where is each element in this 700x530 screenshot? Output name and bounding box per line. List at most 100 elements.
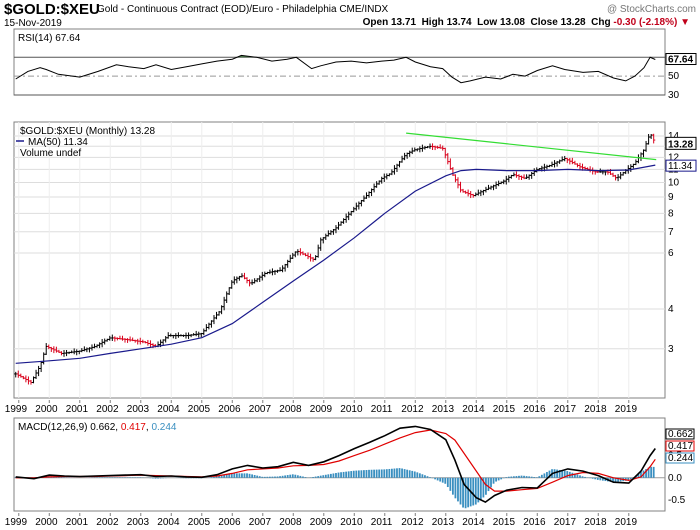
- macd-line: [15, 425, 656, 504]
- year-axis-top-label-2011: 2011: [371, 404, 393, 415]
- year-axis-top-label-2016: 2016: [523, 404, 546, 415]
- svg-text:67.64: 67.64: [668, 55, 693, 66]
- macd-legend: MACD(12,26,9) 0.662, 0.417, 0.244: [18, 422, 177, 433]
- ma-value-tag: 11.34: [665, 159, 697, 172]
- year-axis-bottom-label-2010: 2010: [340, 517, 363, 528]
- year-axis-bottom: 1999 2000 2001 2002 2003 2004 2005 2006 2007 2008…: [5, 513, 638, 528]
- year-axis-bottom-label-2016: 2016: [523, 517, 546, 528]
- close-value: 13.28: [560, 17, 586, 28]
- change-down-arrow-icon: ▼: [680, 17, 690, 28]
- moving-average-line: [15, 164, 656, 364]
- chart-symbol: $GOLD:$XEU: [4, 1, 100, 18]
- year-axis-bottom-label-2018: 2018: [584, 517, 607, 528]
- rsi-line: [15, 54, 656, 84]
- year-axis-bottom-label-2013: 2013: [432, 517, 455, 528]
- year-axis-bottom-label-2012: 2012: [401, 517, 424, 528]
- year-axis-top-label-2009: 2009: [310, 404, 333, 415]
- year-axis-top-label-2002: 2002: [96, 404, 119, 415]
- low-value: 13.08: [499, 17, 525, 28]
- year-axis-bottom-label-2006: 2006: [218, 517, 241, 528]
- chart-date: 15-Nov-2019: [4, 18, 62, 29]
- macd-tick-0.0: 0.0: [668, 473, 682, 484]
- ohlc-bar: [652, 133, 656, 144]
- svg-text:0.662: 0.662: [668, 429, 693, 440]
- macd-value-tags: 0.662 0.417 0.244: [665, 428, 695, 464]
- chart-description: Gold - Continuous Contract (EOD)/Euro - …: [97, 4, 389, 15]
- year-axis-bottom-label-2001: 2001: [66, 517, 89, 528]
- year-axis-top-label-2003: 2003: [127, 404, 150, 415]
- year-axis-bottom-label-2000: 2000: [35, 517, 58, 528]
- year-axis-bottom-label-2017: 2017: [554, 517, 577, 528]
- open-label: Open: [362, 17, 389, 28]
- price-tick-12: 12: [668, 152, 680, 163]
- year-axis-top-label-2010: 2010: [340, 404, 363, 415]
- price-tick-9: 9: [668, 192, 674, 203]
- macd-frame: [13, 417, 666, 512]
- year-axis-top-label-2007: 2007: [249, 404, 272, 415]
- year-axis-top-label-2014: 2014: [462, 404, 485, 415]
- year-axis-bottom-label-2008: 2008: [279, 517, 302, 528]
- year-axis-bottom-label-2004: 2004: [157, 517, 180, 528]
- close-label: Close: [530, 17, 558, 28]
- rsi-value-tag: 67.64: [665, 53, 697, 66]
- macd-legend-macd: 0.662: [90, 422, 115, 433]
- year-axis-top-label-2018: 2018: [584, 404, 607, 415]
- svg-text:0.244: 0.244: [668, 453, 693, 464]
- price-legend: $GOLD:$XEU (Monthly) 13.28: [20, 126, 155, 137]
- price-tick-6: 6: [668, 248, 674, 259]
- macd-legend-signal: 0.417: [121, 422, 146, 433]
- ma-legend: MA(50) 11.34: [28, 137, 88, 148]
- year-axis-top-label-2006: 2006: [218, 404, 241, 415]
- trend-line: [406, 132, 657, 161]
- rsi-grid: [14, 56, 665, 96]
- year-axis-top-label-2005: 2005: [188, 404, 211, 415]
- year-axis-top-label-2008: 2008: [279, 404, 302, 415]
- year-axis-bottom-label-2011: 2011: [371, 517, 393, 528]
- price-tick-8: 8: [668, 208, 674, 219]
- year-axis-bottom-label-2015: 2015: [493, 517, 516, 528]
- high-label: High: [421, 17, 444, 28]
- year-axis-bottom-label-2002: 2002: [96, 517, 119, 528]
- macd-tick--0.5: -0.5: [668, 495, 686, 506]
- year-axis-bottom-label-2014: 2014: [462, 517, 485, 528]
- price-tick-10: 10: [668, 178, 680, 189]
- price-tick-14: 14: [668, 131, 680, 142]
- year-axis-top-label-1999: 1999: [5, 404, 28, 415]
- low-label: Low: [477, 17, 498, 28]
- price-tick-3: 3: [668, 344, 674, 355]
- svg-text:0.417: 0.417: [668, 441, 693, 452]
- open-value: 13.71: [390, 17, 417, 28]
- year-axis-top-label-2013: 2013: [432, 404, 455, 415]
- macd-histogram: [14, 466, 655, 509]
- macd-legend-hist: 0.244: [151, 422, 176, 433]
- year-axis-top-label-2012: 2012: [401, 404, 424, 415]
- year-axis-top-label-2019: 2019: [615, 404, 638, 415]
- price-tick-7: 7: [668, 227, 674, 238]
- rsi-tick-50: 50: [668, 71, 680, 82]
- price-value-tag: 13.28: [665, 136, 697, 150]
- year-axis-bottom-label-2019: 2019: [615, 517, 638, 528]
- year-axis-top-label-2015: 2015: [493, 404, 516, 415]
- price-grid: [14, 122, 665, 398]
- change-label: Chg: [591, 17, 611, 28]
- price-bars: [14, 133, 656, 385]
- year-axis-bottom-label-2009: 2009: [310, 517, 333, 528]
- year-axis-bottom-label-2005: 2005: [188, 517, 211, 528]
- svg-text:11.34: 11.34: [668, 161, 693, 172]
- stockcharts-watermark: @ StockCharts.com: [606, 4, 696, 15]
- change-value: -0.30 (-2.18%): [613, 17, 678, 28]
- rsi-panel: RSI(14) 67.64 705030 67.64: [13, 28, 697, 101]
- macd-legend-prefix: MACD(12,26,9): [18, 422, 87, 433]
- year-axis-bottom-label-1999: 1999: [5, 517, 28, 528]
- year-axis-top-label-2017: 2017: [554, 404, 577, 415]
- year-axis-top: 1999 2000 2001 2002 2003 2004 2005 2006 2007 2008…: [5, 400, 638, 415]
- ohlc-summary: Open 13.71 High 13.74 Low 13.08 Close 13…: [363, 17, 690, 28]
- year-axis-top-label-2000: 2000: [35, 404, 58, 415]
- high-value: 13.74: [446, 17, 472, 28]
- volume-legend: Volume undef: [20, 148, 81, 159]
- year-axis-bottom-label-2007: 2007: [249, 517, 272, 528]
- price-tick-4: 4: [668, 304, 674, 315]
- svg-text:13.28: 13.28: [668, 139, 693, 150]
- price-panel: $GOLD:$XEU (Monthly) 13.28 MA(50) 11.34 …: [13, 121, 697, 399]
